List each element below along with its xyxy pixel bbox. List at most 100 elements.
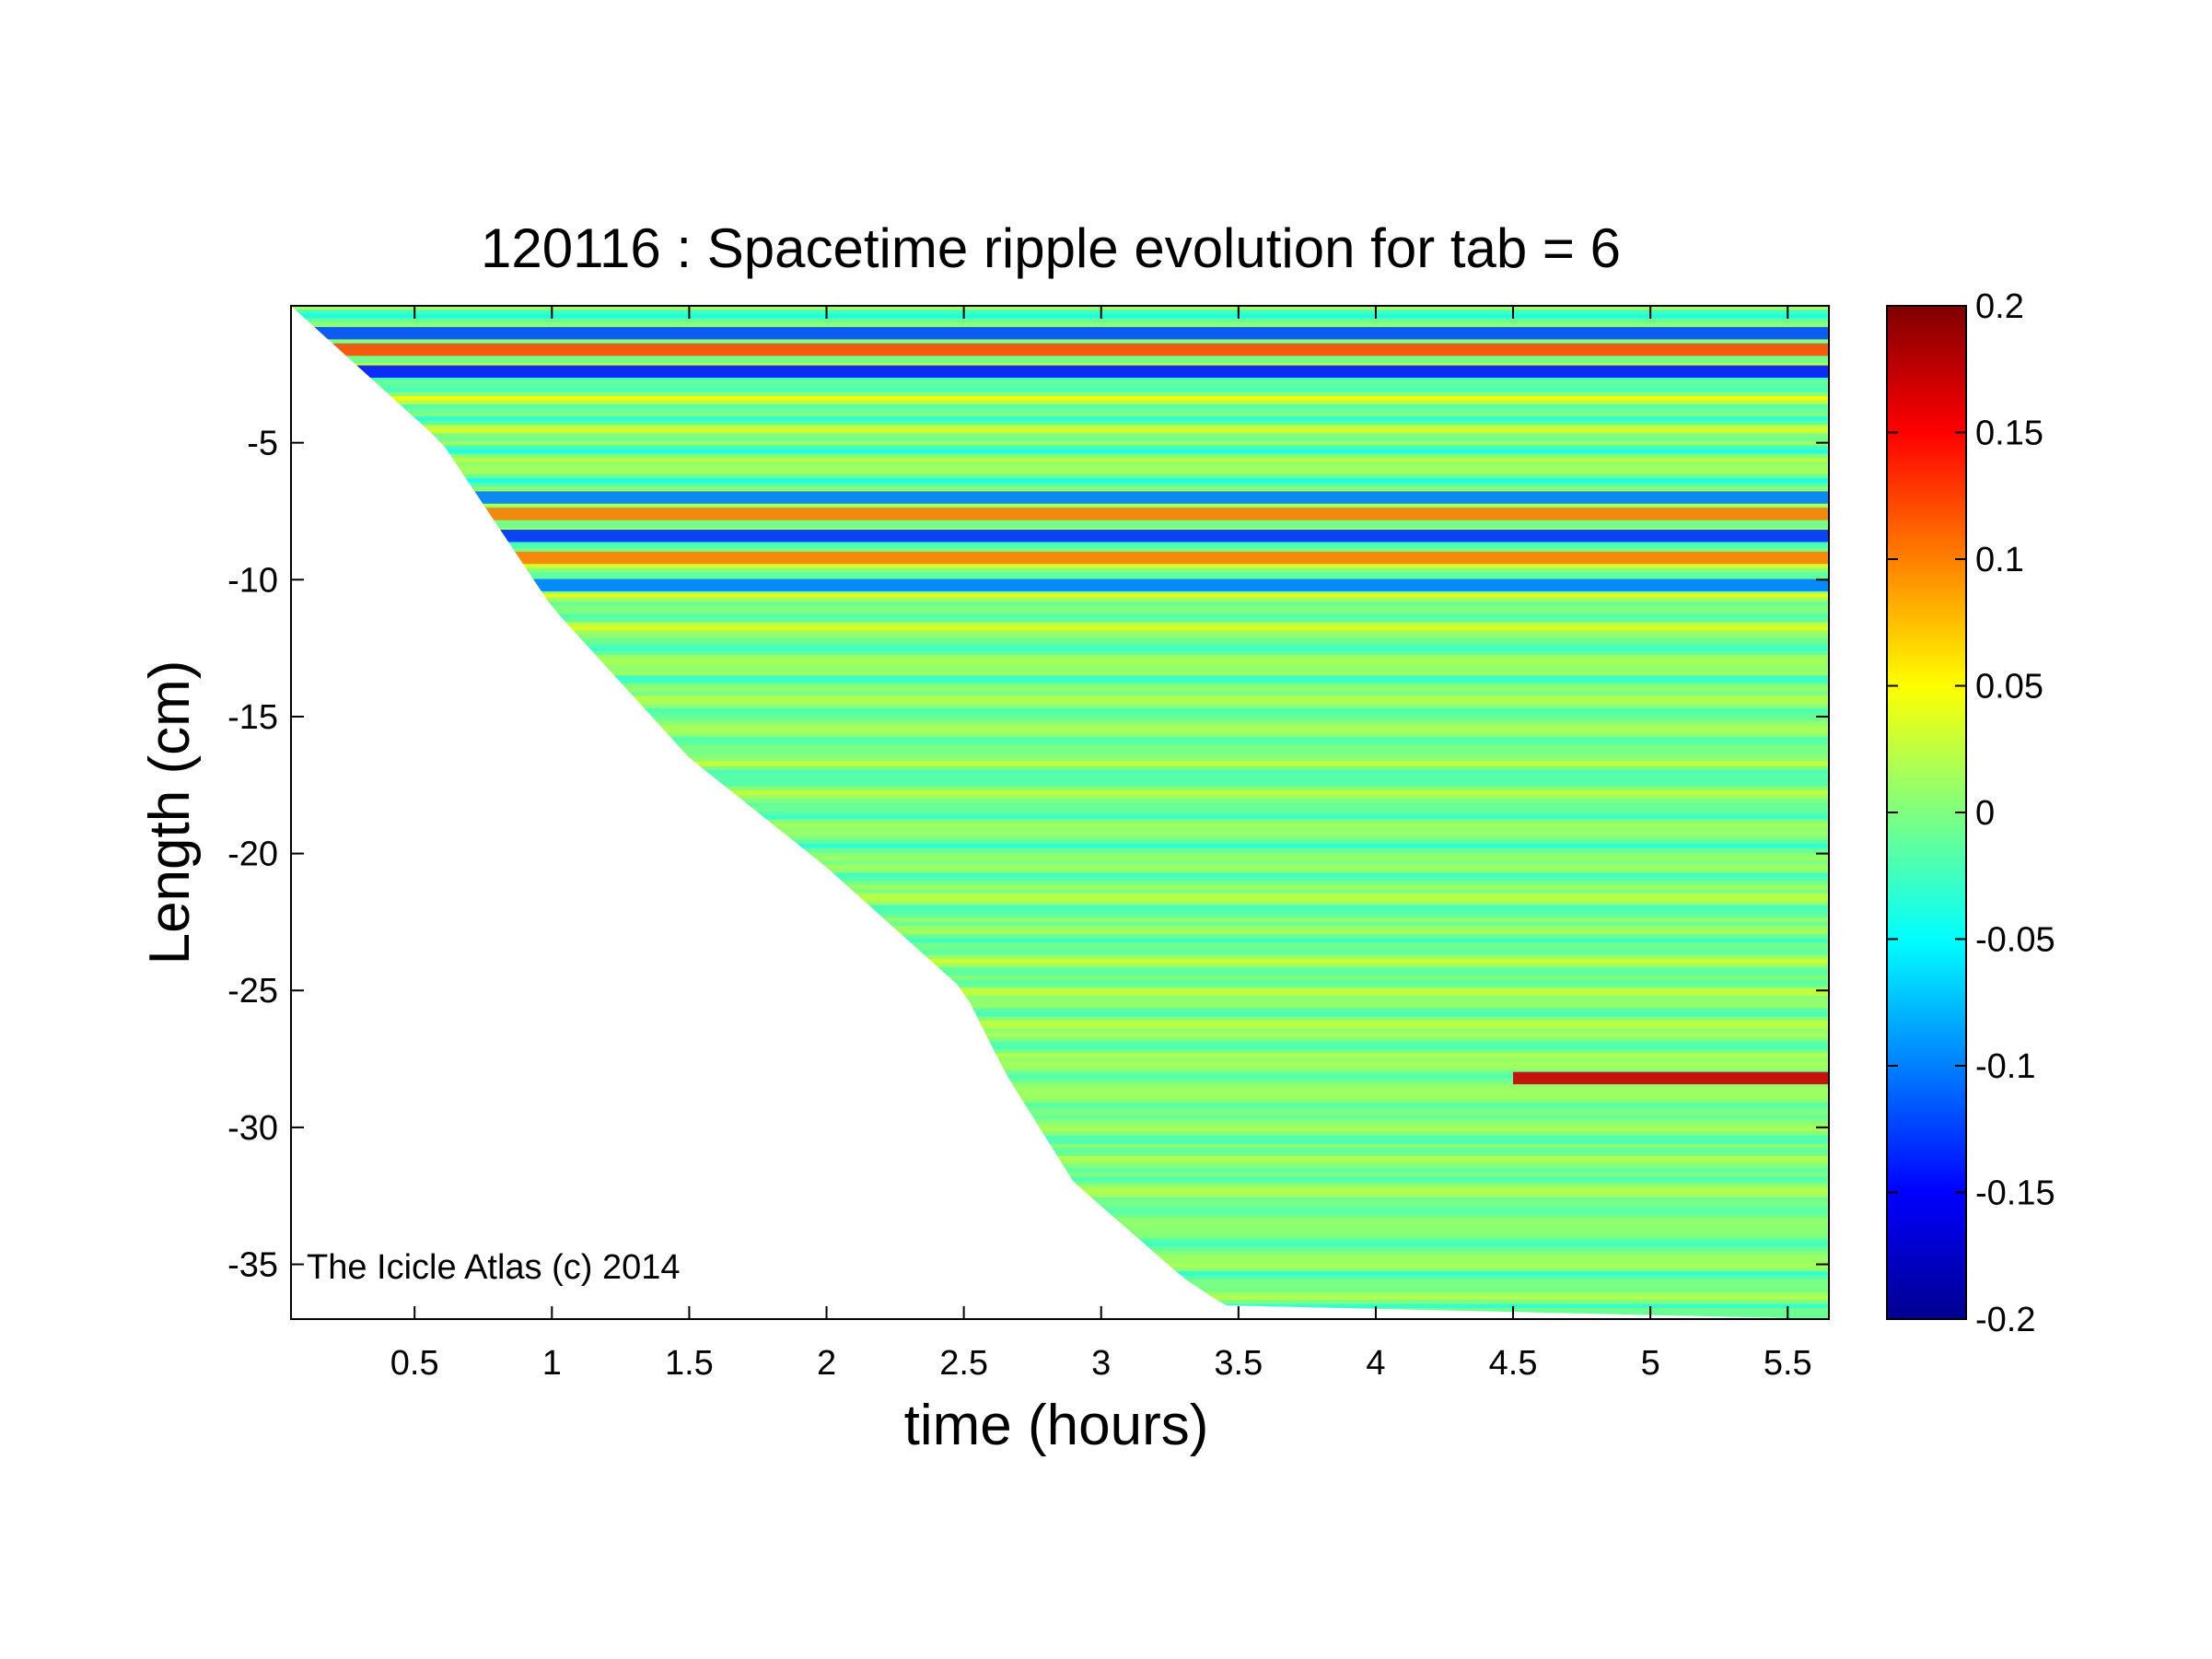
heatmap-band	[291, 737, 1829, 742]
heatmap-streak	[1513, 1071, 1829, 1085]
heatmap-band	[291, 745, 1829, 751]
heatmap-band	[291, 799, 1829, 804]
heatmap-band	[291, 310, 1829, 315]
heatmap-band	[291, 396, 1829, 402]
heatmap-band	[291, 905, 1829, 911]
plot-frame	[290, 305, 1830, 1320]
heatmap-band	[291, 835, 1829, 841]
heatmap-band	[291, 622, 1829, 627]
heatmap-band	[291, 847, 1829, 853]
heatmap-band	[291, 1016, 1829, 1022]
heatmap-band	[291, 987, 1829, 993]
heatmap-streak	[291, 491, 1829, 504]
heatmap-band	[291, 404, 1829, 410]
heatmap-band	[291, 1123, 1829, 1128]
heatmap-band	[291, 1081, 1829, 1087]
heatmap-band	[291, 441, 1829, 447]
heatmap-band	[291, 478, 1829, 484]
heatmap-band	[291, 625, 1829, 631]
heatmap-band	[291, 445, 1829, 450]
heatmap-band	[291, 355, 1829, 360]
heatmap-band	[291, 999, 1829, 1005]
colorbar-tick-label: 0	[1975, 794, 1995, 833]
x-tick-label: 2	[817, 1344, 836, 1383]
heatmap-band	[291, 662, 1829, 669]
x-tick-label: 5.5	[1764, 1344, 1812, 1383]
heatmap-band	[291, 540, 1829, 545]
heatmap-band	[291, 1008, 1829, 1013]
heatmap-band	[291, 1151, 1829, 1157]
heatmap-band	[291, 548, 1829, 554]
heatmap-band	[291, 1036, 1829, 1042]
y-tick-label: -30	[227, 1109, 278, 1148]
heatmap-band	[291, 321, 1829, 327]
x-tick-label: 4.5	[1489, 1344, 1538, 1383]
heatmap-band	[291, 375, 1829, 380]
heatmap-band	[291, 450, 1829, 455]
heatmap-band	[291, 597, 1829, 602]
heatmap-band	[291, 790, 1829, 796]
heatmap-streak	[291, 578, 1829, 591]
heatmap-band	[291, 1086, 1829, 1092]
heatmap-band	[291, 942, 1829, 948]
heatmap-band	[291, 655, 1829, 660]
heatmap-band	[291, 807, 1829, 812]
heatmap-band	[291, 593, 1829, 599]
heatmap-band	[291, 860, 1829, 866]
heatmap-band	[291, 675, 1829, 681]
heatmap-band	[291, 1115, 1829, 1120]
heatmap-band	[291, 1024, 1829, 1030]
plot-area	[291, 306, 1829, 1319]
heatmap-band	[291, 881, 1829, 886]
chart-title: 120116 : Spacetime ripple evolution for …	[481, 217, 1621, 279]
copyright-annotation: The Icicle Atlas (c) 2014	[307, 1248, 681, 1287]
heatmap-band	[291, 782, 1829, 788]
heatmap-band	[291, 647, 1829, 652]
heatmap-band	[291, 602, 1829, 607]
x-tick-label: 4	[1366, 1344, 1385, 1383]
heatmap-band	[291, 605, 1829, 611]
colorbar-tick-label: 0.2	[1975, 287, 2024, 326]
heatmap-band	[291, 1148, 1829, 1153]
heatmap-band	[291, 1066, 1829, 1071]
heatmap-band	[291, 774, 1829, 779]
heatmap-band	[291, 358, 1829, 365]
heatmap-band	[291, 400, 1829, 405]
colorbar: 0.2 0.15 0.1 0.05 0 -0.05 -0.1 -0.15 -0.2	[1886, 287, 2055, 1339]
heatmap-band	[291, 876, 1829, 882]
heatmap-band	[291, 827, 1829, 833]
heatmap-band	[291, 901, 1829, 906]
heatmap-band	[291, 1078, 1829, 1083]
heatmap-band	[291, 979, 1829, 985]
no-data-mask	[291, 306, 1829, 1319]
heatmap-streak	[291, 343, 1829, 356]
heatmap-streak	[291, 530, 1829, 543]
heatmap-band	[291, 1061, 1829, 1067]
heatmap-band	[291, 667, 1829, 672]
x-tick-label: 3	[1091, 1344, 1111, 1383]
heatmap-band	[291, 704, 1829, 709]
heatmap-band	[291, 437, 1829, 442]
heatmap-streak	[291, 365, 1829, 379]
heatmap-band	[291, 926, 1829, 931]
colorbar-tick-label: -0.15	[1975, 1174, 2055, 1213]
heatmap-band	[291, 1139, 1829, 1145]
colorbar-ticks: 0.2 0.15 0.1 0.05 0 -0.05 -0.1 -0.15 -0.2	[1887, 287, 2055, 1339]
heatmap-band	[291, 872, 1829, 878]
heatmap-band	[291, 1012, 1829, 1018]
heatmap-band	[291, 380, 1829, 385]
x-tick-label: 1	[542, 1344, 562, 1383]
heatmap-band	[291, 954, 1829, 960]
heatmap-band	[291, 692, 1829, 697]
heatmap-band	[291, 1131, 1829, 1137]
heatmap-band	[291, 683, 1829, 689]
heatmap-band	[291, 732, 1829, 738]
heatmap-band	[291, 963, 1829, 968]
colorbar-tick-label: 0.1	[1975, 541, 2024, 579]
heatmap-band	[291, 741, 1829, 746]
heatmap-band	[291, 638, 1829, 644]
heatmap-band	[291, 769, 1829, 775]
heatmap-band	[291, 1090, 1829, 1095]
heatmap-band	[291, 465, 1829, 471]
heatmap-band	[291, 338, 1829, 344]
